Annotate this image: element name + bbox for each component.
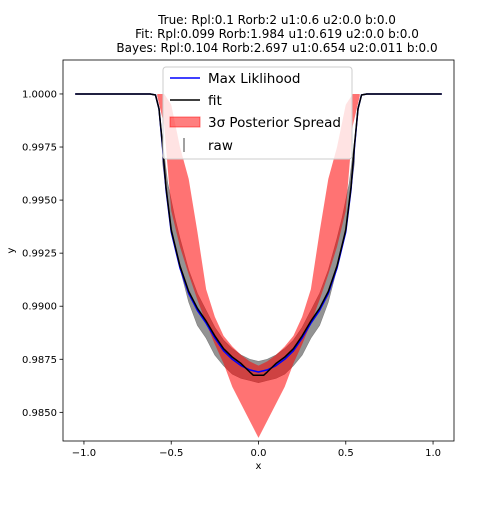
- y-tick-label: 0.9950: [22, 196, 57, 207]
- legend-box: [162, 66, 353, 160]
- legend-label-fit: fit: [208, 93, 222, 109]
- axis-ticks: −1.0 −0.5 0.0 0.5 1.0 0.9850 0.9875 0.9900 0.992…: [22, 89, 441, 459]
- y-tick-label: 0.9975: [22, 143, 57, 154]
- legend-label-posterior-spread: 3σ Posterior Spread: [208, 115, 341, 131]
- chart-title-line-3: Bayes: Rpl:0.104 Rorb:2.697 u1:0.654 u2:…: [116, 41, 437, 55]
- x-axis-label: x: [256, 461, 262, 472]
- legend-swatch-posterior-spread: [169, 116, 201, 128]
- y-tick-label: 0.9925: [22, 249, 57, 260]
- y-tick-label: 0.9875: [22, 355, 57, 366]
- y-tick-label: 1.0000: [22, 89, 57, 100]
- legend-label-max-likelihood: Max Liklihood: [208, 71, 300, 87]
- posterior-spread-band: [157, 93, 360, 438]
- x-tick-label: 0.0: [251, 448, 267, 459]
- legend-label-raw: raw: [208, 138, 233, 154]
- x-tick-label: 0.5: [338, 448, 354, 459]
- x-tick-label: −0.5: [159, 448, 183, 459]
- y-tick-label: 0.9900: [22, 302, 57, 313]
- y-tick-label: 0.9850: [22, 408, 57, 419]
- fit-line: [75, 93, 442, 376]
- chart-title-line-1: True: Rpl:0.1 Rorb:2 u1:0.6 u2:0.0 b:0.0: [157, 13, 396, 27]
- x-tick-label: −1.0: [72, 448, 96, 459]
- legend: Max Liklihood fit 3σ Posterior Spread ra…: [162, 66, 353, 160]
- x-tick-label: 1.0: [425, 448, 441, 459]
- chart-title-line-2: Fit: Rpl:0.099 Rorb:1.984 u1:0.619 u2:0.…: [135, 27, 419, 41]
- y-axis-label: y: [6, 247, 17, 253]
- plot-area: [75, 93, 442, 438]
